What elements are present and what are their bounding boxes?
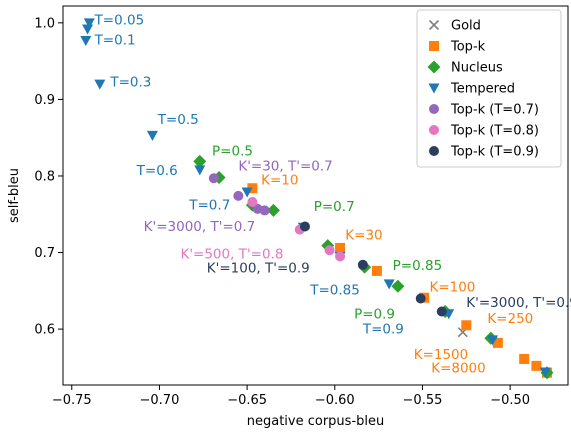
legend-label-topk07: Top-k (T=0.7) (450, 103, 539, 118)
legend-label-topk09: Top-k (T=0.9) (450, 145, 539, 160)
data-point-topk: Top-k: (-0.492, 0.561) (519, 353, 530, 364)
data-point-topk08: Top-k (T=0.8): (-0.597, 0.695) (335, 251, 346, 262)
point-annotation: P=0.5 (212, 143, 253, 159)
data-point-topk07: Top-k (T=0.7): (-0.669, 0.797) (208, 173, 219, 184)
data-point-topk09: Top-k (T=0.9): (-0.617, 0.734) (299, 221, 310, 232)
point-annotation: K=1500 (414, 347, 469, 363)
data-point-tempered: Tempered: (-0.704, 0.853) (146, 130, 158, 141)
legend-marker-tempered (428, 83, 440, 94)
data-point-topk09: Top-k (T=0.9): (-0.584, 0.684) (357, 259, 368, 270)
data-point-tempered: Tempered: (-0.74, 1) (83, 18, 95, 29)
point-annotation: K'=3000, T'=0.9 (466, 295, 571, 311)
data-point-topk: Top-k: (-0.525, 0.605) (461, 320, 472, 331)
point-annotation: K'=3000, T'=0.7 (144, 219, 256, 235)
axes: −0.75 −0.70 −0.65 −0.60 −0.55 −0.50 0.6 0.7 0.8 0… (34, 5, 569, 408)
data-point-topk: Top-k: (-0.507, 0.582) (492, 337, 503, 348)
data-point-topk: Top-k: (-0.576, 0.676) (371, 265, 382, 276)
data-point-topk: Top-k: (-0.597, 0.706) (335, 242, 346, 253)
legend-box (416, 9, 562, 168)
point-annotation: K'=500, T'=0.8 (180, 247, 283, 263)
point-annotation: T=0.05 (94, 12, 145, 28)
point-annotation: P=0.7 (314, 199, 355, 215)
point-annotation: K=8000 (431, 361, 486, 377)
y-tick-label: 0.9 (34, 93, 55, 108)
legend-marker-topk (429, 41, 439, 51)
legend: Gold Top-k Nucleus Tempered Top-k (T=0.7) Top… (416, 9, 562, 168)
y-tick-label: 0.6 (34, 323, 55, 338)
legend-marker-topk08 (429, 125, 439, 135)
point-annotation: K'=30, T'=0.7 (238, 159, 332, 175)
data-point-topk07: Top-k (T=0.7): (-0.64, 0.755) (259, 205, 270, 216)
data-point-tempered: Tempered: (-0.48, 0.544) (539, 367, 551, 378)
point-annotations: T=0.05 T=0.1 T=0.3 T=0.5 T=0.6 P=0.5K'=30, T'… (94, 12, 571, 376)
data-point-topk09: Top-k (T=0.9): (-0.539, 0.623) (436, 306, 447, 317)
point-annotation: K=250 (487, 311, 533, 327)
data-point-topk09: Top-k (T=0.9): (-0.551, 0.64) (415, 293, 426, 304)
legend-marker-gold (428, 19, 440, 31)
plot-frame (62, 5, 569, 386)
data-point-topk07: Top-k (T=0.7): (-0.655, 0.774) (233, 190, 244, 201)
point-annotation: K=30 (345, 228, 382, 244)
point-annotation: P=0.85 (393, 258, 443, 274)
x-tick-label: −0.65 (227, 393, 267, 408)
data-point-topk: Top-k: (-0.647, 0.784) (247, 183, 258, 194)
data-point-nucleus: Nucleus: (-0.677, 0.819) (193, 154, 207, 168)
point-annotation: T=0.5 (157, 112, 199, 128)
point-annotation: T=0.1 (94, 32, 136, 48)
point-annotation: T=0.7 (188, 198, 230, 214)
x-tick-label: −0.70 (140, 393, 180, 408)
point-annotation: P=0.9 (354, 306, 395, 322)
data-marks: Gold: (-0.527, 0.596)Top-k: (-0.647, 0.7… (80, 18, 554, 380)
point-annotation: T=0.85 (309, 283, 360, 299)
point-annotation: K=100 (429, 280, 475, 296)
data-point-topk: Top-k: (-0.485, 0.552) (531, 360, 542, 371)
point-annotation: K=10 (261, 172, 298, 188)
data-point-tempered: Tempered: (-0.742, 0.977) (80, 35, 92, 46)
data-point-tempered: Tempered: (-0.677, 0.808) (194, 165, 206, 176)
legend-label-nucleus: Nucleus (451, 61, 503, 76)
data-point-nucleus: Nucleus: (-0.635, 0.755) (266, 203, 280, 217)
x-axis-label: negative corpus-bleu (247, 414, 385, 429)
x-tick-label: −0.75 (52, 393, 92, 408)
point-annotation: K'=100, T'=0.9 (207, 260, 310, 276)
x-tick-label: −0.55 (403, 393, 443, 408)
data-point-topk08: Top-k (T=0.8): (-0.603, 0.703) (324, 245, 335, 256)
point-annotation: T=0.9 (362, 322, 404, 338)
data-point-topk08: Top-k (T=0.8): (-0.647, 0.766) (247, 197, 258, 208)
data-point-nucleus: Nucleus: (-0.564, 0.656) (391, 279, 405, 293)
data-point-tempered: Tempered: (-0.51, 0.586) (487, 335, 499, 346)
data-point-tempered: Tempered: (-0.569, 0.659) (383, 279, 395, 290)
data-point-tempered: Tempered: (-0.741, 0.992) (82, 24, 94, 35)
legend-label-gold: Gold (451, 19, 481, 34)
y-tick-label: 0.8 (34, 169, 55, 184)
y-axis-label: self-bleu (7, 168, 22, 223)
x-tick-label: −0.60 (315, 393, 355, 408)
legend-label-topk: Top-k (450, 40, 486, 55)
point-annotation: T=0.6 (136, 163, 178, 179)
legend-marker-topk07 (429, 104, 439, 114)
x-tick-label: −0.50 (490, 393, 530, 408)
data-point-tempered: Tempered: (-0.734, 0.92) (94, 79, 106, 90)
legend-marker-topk09 (429, 146, 439, 156)
legend-marker-nucleus (427, 60, 441, 74)
point-annotation: T=0.3 (109, 74, 151, 90)
legend-label-tempered: Tempered (450, 82, 515, 97)
y-tick-label: 0.7 (34, 246, 55, 261)
y-tick-label: 1.0 (34, 16, 55, 31)
legend-label-topk08: Top-k (T=0.8) (450, 124, 539, 139)
data-point-tempered: Tempered: (-0.65, 0.779) (241, 187, 253, 198)
